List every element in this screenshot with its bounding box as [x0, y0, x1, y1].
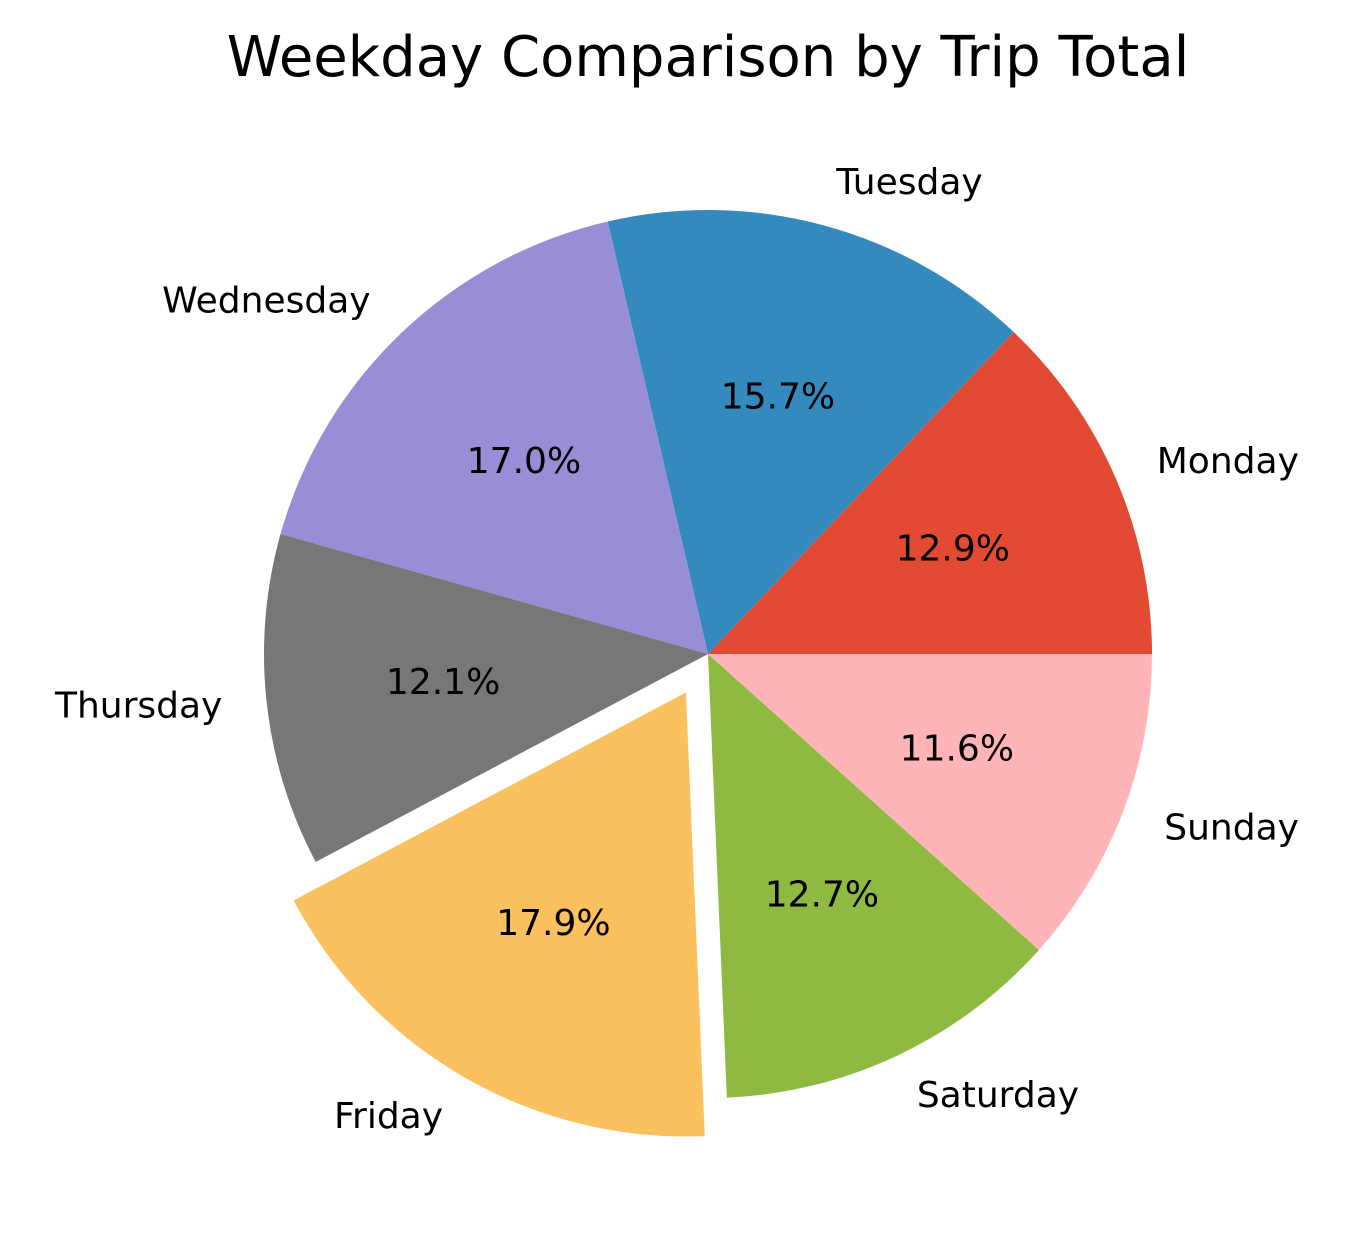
slice-saturday — [708, 654, 1039, 1098]
label-sunday: Sunday — [1164, 808, 1299, 849]
slice-labels: Monday Tuesday Wednesday Thursday Friday Satu… — [54, 162, 1299, 1137]
pct-thursday: 12.1% — [386, 662, 500, 703]
chart-title: Weekday Comparison by Trip Total — [227, 25, 1190, 90]
percentage-labels: 12.9% 15.7% 17.0% 12.1% 17.9% 12.7% 11.6% — [386, 376, 1014, 944]
label-wednesday: Wednesday — [162, 280, 370, 321]
label-thursday: Thursday — [54, 686, 222, 727]
slice-wednesday — [280, 221, 708, 655]
slice-thursday — [263, 534, 708, 862]
pie-slices — [263, 209, 1152, 1137]
slice-tuesday — [607, 209, 1014, 654]
label-tuesday: Tuesday — [835, 162, 982, 203]
slice-friday — [293, 692, 705, 1137]
slice-sunday — [708, 654, 1152, 950]
pct-tuesday: 15.7% — [721, 376, 835, 417]
slice-monday — [708, 332, 1152, 654]
pct-monday: 12.9% — [896, 528, 1010, 569]
pct-sunday: 11.6% — [900, 729, 1014, 770]
label-monday: Monday — [1157, 441, 1299, 482]
label-saturday: Saturday — [917, 1075, 1079, 1116]
pct-saturday: 12.7% — [765, 874, 879, 915]
label-friday: Friday — [334, 1096, 443, 1137]
pct-wednesday: 17.0% — [467, 441, 581, 482]
pct-friday: 17.9% — [496, 903, 610, 944]
